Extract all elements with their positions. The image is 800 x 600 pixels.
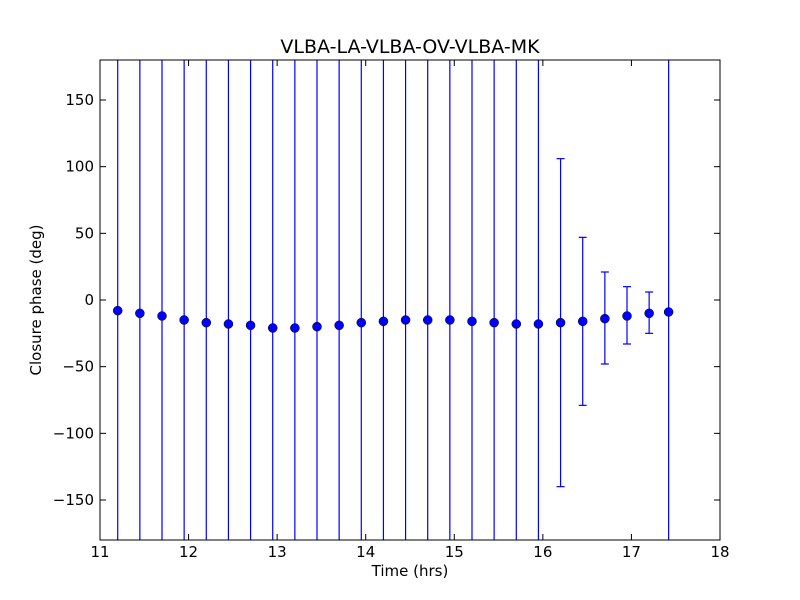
- y-tick-label: 0: [84, 291, 94, 309]
- data-point: [555, 317, 566, 328]
- data-point: [356, 317, 367, 328]
- x-tick-label: 12: [179, 543, 198, 561]
- data-point: [334, 320, 344, 331]
- data-point: [378, 316, 389, 327]
- data-point: [157, 311, 167, 321]
- x-tick-label: 18: [710, 543, 729, 561]
- data-point: [577, 316, 588, 327]
- x-tick-label: 11: [90, 543, 109, 561]
- data-point: [135, 308, 145, 319]
- y-tick-label: 50: [75, 224, 94, 242]
- data-point: [223, 319, 234, 329]
- data-point: [467, 316, 477, 327]
- x-axis-label: Time (hrs): [371, 562, 449, 580]
- data-point: [622, 311, 632, 321]
- data-point: [600, 313, 610, 324]
- data-point: [422, 315, 433, 325]
- data-point: [400, 315, 411, 325]
- data-point: [201, 317, 212, 328]
- y-axis-label: Closure phase (deg): [27, 225, 45, 376]
- y-tick-label: −100: [53, 424, 94, 442]
- data-point: [644, 308, 654, 319]
- data-point: [533, 319, 544, 329]
- data-point: [489, 317, 499, 328]
- data-point: [290, 323, 300, 333]
- data-point: [267, 323, 278, 333]
- x-tick-label: 16: [533, 543, 552, 561]
- y-tick-label: 150: [65, 91, 94, 109]
- y-tick-label: −150: [53, 491, 94, 509]
- x-tick-label: 17: [622, 543, 641, 561]
- plot-area: [100, 60, 720, 540]
- data-point: [112, 305, 123, 316]
- x-tick-label: 13: [268, 543, 287, 561]
- x-tick-label: 15: [445, 543, 464, 561]
- data-point: [511, 319, 522, 329]
- markers-group: [112, 305, 674, 333]
- y-ticks: −150 −100 −50 0 50 100 150: [53, 91, 720, 509]
- chart-title: VLBA-LA-VLBA-OV-VLBA-MK: [280, 36, 540, 58]
- x-ticks: 11 12 13 14 15 16 17 18: [90, 60, 730, 561]
- y-tick-label: −50: [62, 358, 94, 376]
- y-tick-label: 100: [65, 158, 94, 176]
- data-point: [179, 315, 189, 325]
- data-point: [445, 315, 455, 325]
- errorbars-group: [117, 60, 670, 540]
- data-point: [663, 307, 674, 317]
- data-point: [245, 320, 256, 331]
- data-point: [312, 321, 322, 332]
- x-tick-label: 14: [356, 543, 375, 561]
